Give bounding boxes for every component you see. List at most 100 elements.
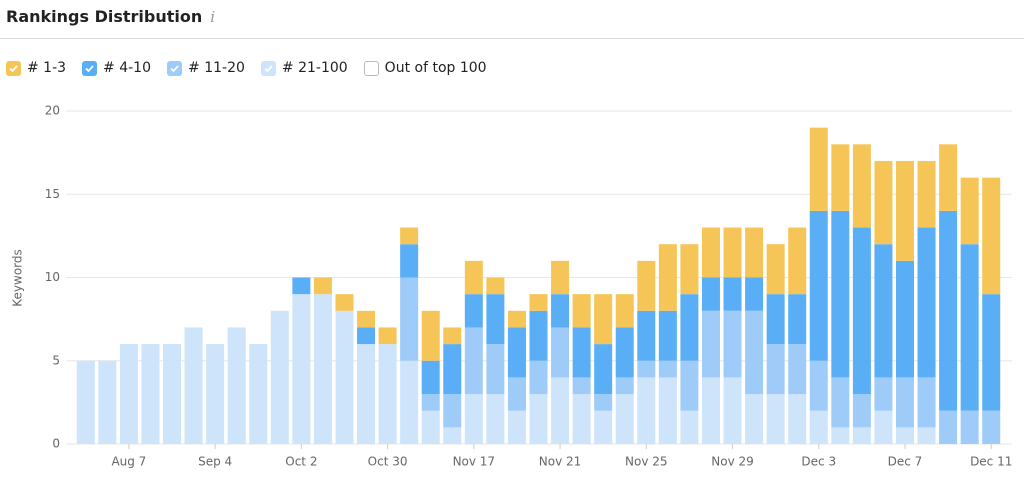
bar-segment xyxy=(400,227,419,245)
bar-segment xyxy=(98,360,117,444)
bar-segment xyxy=(680,360,699,411)
bar-segment xyxy=(378,327,397,345)
bar-segment xyxy=(249,344,268,444)
bar-segment xyxy=(486,294,505,345)
bar-segment xyxy=(637,260,656,311)
x-tick-label: Oct 2 xyxy=(285,455,317,469)
bar-segment xyxy=(895,427,914,444)
bar-segment xyxy=(658,360,677,378)
bar-segment xyxy=(701,277,720,311)
title-row: Rankings Distribution i xyxy=(6,7,215,26)
bar-segment xyxy=(680,244,699,295)
legend-checkbox[interactable] xyxy=(363,60,379,76)
bar-segment xyxy=(335,310,354,444)
x-tick-label: Dec 7 xyxy=(888,455,923,469)
bar-segment xyxy=(421,410,440,444)
legend-checkbox[interactable] xyxy=(167,60,183,76)
x-tick-label: Sep 4 xyxy=(198,455,232,469)
bar-segment xyxy=(464,260,483,295)
bar-segment xyxy=(809,360,828,411)
bar-segment xyxy=(852,427,871,444)
bar-segment xyxy=(939,410,958,444)
bar-segment xyxy=(788,294,807,345)
y-tick-label: 10 xyxy=(45,270,60,284)
x-tick-label: Oct 30 xyxy=(368,455,408,469)
bar-segment xyxy=(874,244,893,378)
legend-label: # 11-20 xyxy=(188,60,245,76)
bar-segment xyxy=(551,260,570,295)
bar-segment xyxy=(658,244,677,311)
bar-segment xyxy=(852,144,871,228)
bar-segment xyxy=(400,360,419,444)
bar-segment xyxy=(637,310,656,361)
legend-item[interactable]: # 4-10 xyxy=(82,60,151,76)
bar-segment xyxy=(443,327,462,345)
bar-segment xyxy=(766,394,785,444)
bar-segment xyxy=(572,327,591,378)
bar-segment xyxy=(766,294,785,345)
legend-item[interactable]: # 11-20 xyxy=(167,60,245,76)
bar-segment xyxy=(874,377,893,411)
bar-segment xyxy=(982,410,1001,444)
bar-segment xyxy=(529,394,548,444)
legend-checkbox[interactable] xyxy=(6,60,21,76)
x-tick-label: Dec 3 xyxy=(801,455,836,469)
bar-segment xyxy=(529,294,548,311)
y-tick-label: 0 xyxy=(52,437,60,451)
bar-segment xyxy=(486,277,505,295)
bar-segment xyxy=(852,227,871,395)
bar-segment xyxy=(809,127,828,211)
bar-segment xyxy=(551,327,570,378)
bar-segment xyxy=(680,294,699,361)
bar-segment xyxy=(615,327,634,378)
legend-item[interactable]: # 1-3 xyxy=(6,60,66,76)
bar-segment xyxy=(895,260,914,378)
bar-segment xyxy=(723,310,742,378)
bar-segment xyxy=(982,294,1001,411)
legend: # 1-3 # 4-10 # 11-20 # 21-100 Out of top 100 xyxy=(6,60,487,76)
bar-segment xyxy=(658,377,677,444)
bar-segment xyxy=(745,227,764,278)
header: Rankings Distribution i xyxy=(0,0,1024,39)
x-tick-label: Nov 25 xyxy=(625,455,668,469)
legend-item[interactable]: Out of top 100 xyxy=(363,60,487,76)
bar-segment xyxy=(745,277,764,311)
info-icon[interactable]: i xyxy=(210,8,216,26)
bar-segment xyxy=(227,327,246,444)
bar-segment xyxy=(486,394,505,444)
bar-segment xyxy=(529,310,548,361)
bar-segment xyxy=(788,394,807,444)
legend-item[interactable]: # 21-100 xyxy=(260,60,348,76)
bar-segment xyxy=(357,327,376,345)
bar-segment xyxy=(917,160,936,228)
x-tick-label: Nov 29 xyxy=(711,455,754,469)
y-axis-label: Keywords xyxy=(11,249,25,307)
legend-label: # 4-10 xyxy=(103,60,152,76)
bar-segment xyxy=(551,377,570,444)
y-tick-label: 15 xyxy=(45,187,60,201)
bar-segment xyxy=(141,344,160,444)
bar-segment xyxy=(615,294,634,328)
bar-segment xyxy=(206,344,225,444)
bar-segment xyxy=(723,277,742,311)
legend-checkbox[interactable] xyxy=(82,60,98,76)
bar-segment xyxy=(831,144,850,211)
bar-segment xyxy=(507,410,526,444)
bar-segment xyxy=(852,394,871,428)
bar-segment xyxy=(572,394,591,444)
bar-segment xyxy=(831,377,850,428)
bar-segment xyxy=(960,410,979,444)
bar-segment xyxy=(507,310,526,328)
bar-segment xyxy=(658,310,677,361)
bar-segment xyxy=(788,344,807,395)
bar-segment xyxy=(400,277,419,361)
bar-segment xyxy=(443,394,462,428)
legend-label: # 21-100 xyxy=(281,60,348,76)
legend-checkbox[interactable] xyxy=(260,60,276,76)
bar-segment xyxy=(917,377,936,428)
bar-segment xyxy=(507,327,526,378)
bar-segment xyxy=(443,427,462,444)
bar-segment xyxy=(809,210,828,361)
